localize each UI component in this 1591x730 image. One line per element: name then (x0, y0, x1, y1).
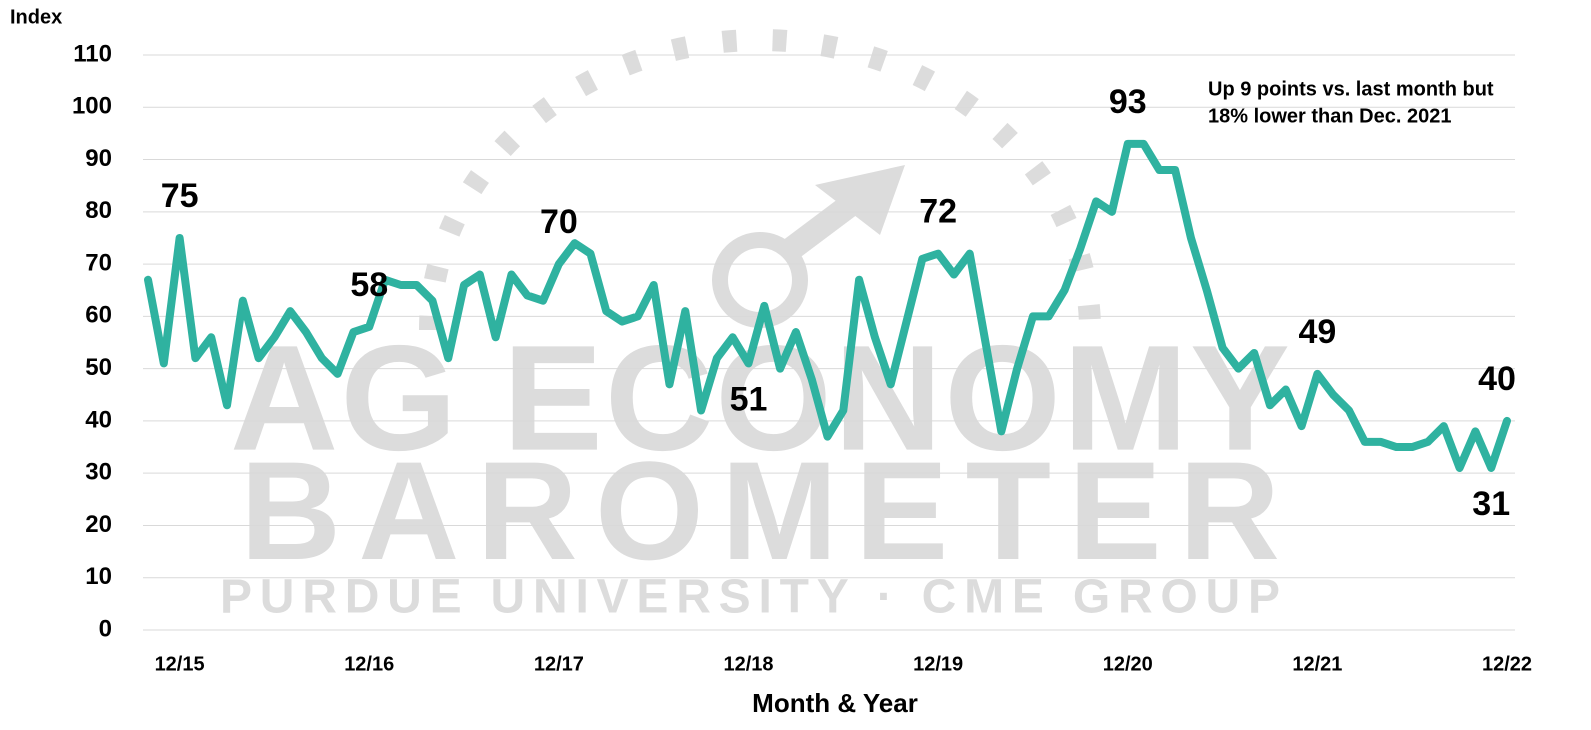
y-tick-label: 50 (85, 354, 112, 381)
y-tick-label: 0 (99, 615, 112, 642)
watermark-line: BAROMETER (240, 432, 1280, 589)
data-label: 51 (730, 380, 768, 418)
x-tick-label: 12/21 (1292, 653, 1342, 675)
y-tick-label: 110 (73, 40, 112, 67)
y-tick-label: 100 (72, 93, 112, 120)
x-tick-label: 12/15 (155, 653, 205, 675)
data-label: 49 (1298, 313, 1336, 351)
x-tick-label: 12/18 (723, 653, 773, 675)
data-label: 31 (1472, 485, 1510, 523)
watermark-line: AG ECONOMY (230, 314, 1290, 482)
y-tick-label: 20 (85, 511, 112, 538)
x-tick-label: 12/20 (1103, 653, 1153, 675)
x-axis-label: Month & Year (752, 688, 918, 718)
annotation-line: 18% lower than Dec. 2021 (1208, 105, 1451, 127)
x-tick-label: 12/17 (534, 653, 584, 675)
data-label: 70 (540, 203, 578, 241)
x-tick-label: 12/22 (1482, 653, 1532, 675)
y-tick-label: 70 (85, 249, 112, 276)
y-tick-label: 90 (85, 145, 112, 172)
annotation-line: Up 9 points vs. last month but (1208, 78, 1494, 100)
y-tick-label: 40 (85, 406, 112, 433)
y-tick-label: 30 (85, 459, 112, 486)
data-label: 93 (1109, 83, 1147, 121)
data-label: 58 (350, 266, 388, 304)
y-tick-label: 10 (85, 563, 112, 590)
watermark-gauge (419, 29, 1101, 331)
y-tick-label: 80 (85, 197, 112, 224)
x-tick-label: 12/19 (913, 653, 963, 675)
data-line (144, 139, 1511, 472)
y-axis-label: Index (10, 6, 62, 28)
data-label: 72 (919, 193, 957, 231)
data-label: 40 (1478, 360, 1516, 398)
x-tick-label: 12/16 (344, 653, 394, 675)
y-tick-label: 60 (85, 302, 112, 329)
watermark-line: PURDUE UNIVERSITY · CME GROUP (220, 571, 1280, 624)
data-label: 75 (161, 177, 199, 215)
